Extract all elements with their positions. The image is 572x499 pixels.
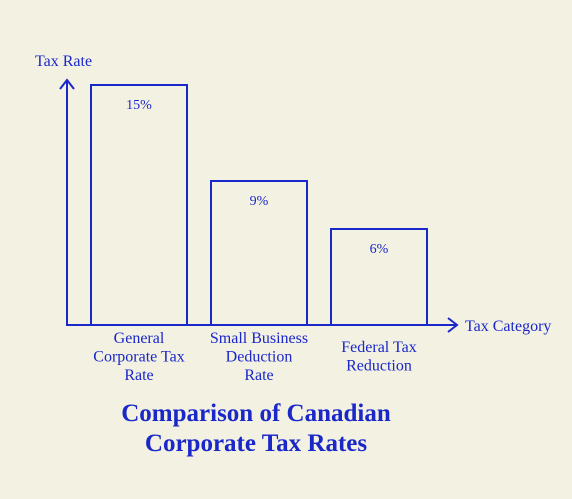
x-tick-label: General Corporate Tax Rate <box>93 330 184 384</box>
y-axis-arrow <box>59 78 75 90</box>
bar <box>210 180 308 326</box>
axes: Tax Rate Tax Category <box>35 53 551 335</box>
x-tick-label-line: Deduction <box>226 349 293 366</box>
bars-group: 15% 9% 6% <box>90 84 428 326</box>
bar <box>90 84 188 326</box>
chart-title: Comparison of Canadian Corporate Tax Rate… <box>121 400 391 457</box>
x-tick-label-line: General <box>114 330 165 347</box>
bar-value-label: 6% <box>370 242 389 257</box>
bar <box>330 228 428 326</box>
x-tick-label-line: Rate <box>124 367 153 384</box>
x-tick-label-line: Reduction <box>346 358 412 375</box>
x-tick-label: Small Business Deduction Rate <box>210 330 308 384</box>
x-tick-label-line: Corporate Tax <box>93 349 184 366</box>
x-axis-title: Tax Category <box>465 318 551 335</box>
x-tick-label-line: Rate <box>244 367 273 384</box>
bar-value-label: 15% <box>126 98 152 113</box>
x-tick-label-line: Federal Tax <box>341 339 416 356</box>
chart-title-line: Comparison of Canadian <box>121 400 391 427</box>
y-axis-title: Tax Rate <box>35 53 92 70</box>
x-axis-arrow <box>447 317 459 333</box>
chart-title-line: Corporate Tax Rates <box>145 430 367 457</box>
bar-value-label: 9% <box>250 194 269 209</box>
x-tick-label: Federal Tax Reduction <box>341 339 416 375</box>
x-tick-label-line: Small Business <box>210 330 308 347</box>
